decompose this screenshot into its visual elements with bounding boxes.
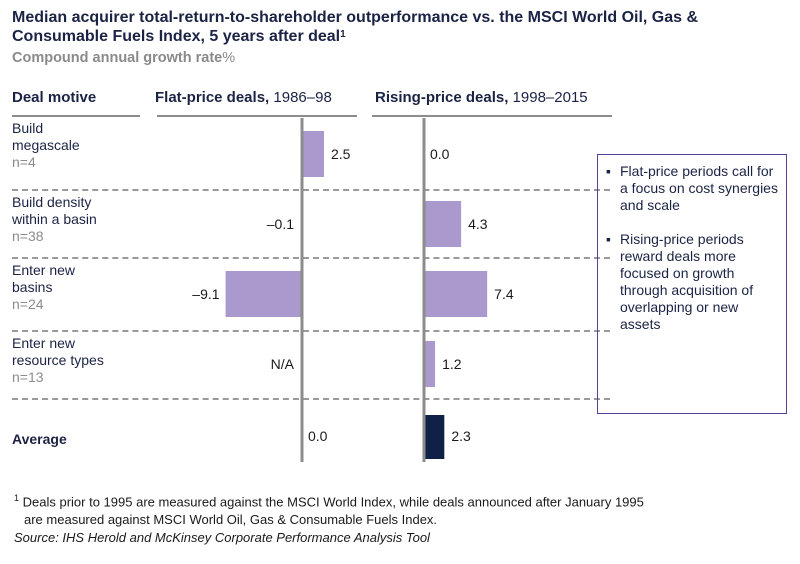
- data-label: 4.3: [468, 216, 488, 232]
- bullet-icon: ▪: [606, 163, 611, 179]
- data-label: N/A: [271, 356, 295, 372]
- footnote-line-1: Deals prior to 1995 are measured against…: [22, 494, 644, 510]
- bar-flat: [225, 271, 302, 317]
- row-separator: [12, 330, 610, 332]
- data-label: 2.3: [451, 428, 471, 444]
- chart-title: Median acquirer total-return-to-sharehol…: [12, 8, 772, 46]
- bar-rising: [425, 341, 436, 387]
- header-rule-rising: [372, 115, 612, 117]
- source-note: Source: IHS Herold and McKinsey Corporat…: [14, 530, 430, 546]
- header-rule-flat: [157, 115, 357, 117]
- row-separator: [12, 189, 610, 191]
- chart-subtitle: Compound annual growth rate%: [12, 50, 235, 66]
- bar-rising: [425, 271, 488, 317]
- data-label: 0.0: [308, 428, 328, 444]
- bar-flat: [303, 131, 324, 177]
- row-separator: [12, 398, 610, 400]
- callout-item: ▪ Flat-price periods call for a focus on…: [606, 163, 778, 213]
- row-label-average: Average: [12, 431, 67, 447]
- column-header-rising: Rising-price deals, 1998–2015: [375, 89, 588, 106]
- column-header-motive: Deal motive: [12, 89, 97, 106]
- row-label: Enter new basins n=24: [12, 262, 76, 312]
- data-label: 2.5: [331, 146, 351, 162]
- footnote-line-2: are measured against MSCI World Oil, Gas…: [24, 512, 438, 528]
- title-footnote-mark: 1: [340, 29, 346, 40]
- chart-title-text: Median acquirer total-return-to-sharehol…: [12, 9, 699, 45]
- data-label: 7.4: [494, 286, 514, 302]
- callout-item: ▪ Rising-price periods reward deals more…: [606, 231, 754, 332]
- footnote-mark: 1: [14, 493, 20, 503]
- header-rule-motive: [12, 115, 140, 117]
- subtitle-text: Compound annual growth rate: [12, 50, 223, 66]
- callout-box: ▪ Flat-price periods call for a focus on…: [597, 154, 787, 414]
- bar-rising: [425, 415, 445, 459]
- data-label: 1.2: [442, 356, 462, 372]
- subtitle-unit: %: [222, 50, 236, 66]
- bar-rising: [425, 201, 462, 247]
- row-label: Build density within a basin n=38: [12, 194, 97, 244]
- row-separator: [12, 257, 610, 259]
- row-label: Enter new resource types n=13: [12, 335, 104, 385]
- column-header-flat: Flat-price deals, 1986–98: [155, 89, 332, 106]
- data-label: 0.0: [430, 146, 450, 162]
- data-label: –9.1: [192, 286, 219, 302]
- data-label: –0.1: [267, 216, 294, 232]
- row-label: Build megascale n=4: [12, 120, 80, 170]
- bullet-icon: ▪: [606, 231, 611, 247]
- footnote: 1 Deals prior to 1995 are measured again…: [14, 489, 644, 547]
